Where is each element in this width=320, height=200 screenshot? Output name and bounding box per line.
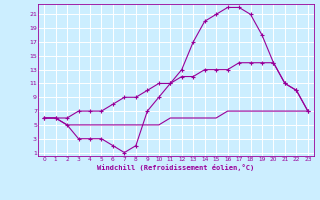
X-axis label: Windchill (Refroidissement éolien,°C): Windchill (Refroidissement éolien,°C)	[97, 164, 255, 171]
